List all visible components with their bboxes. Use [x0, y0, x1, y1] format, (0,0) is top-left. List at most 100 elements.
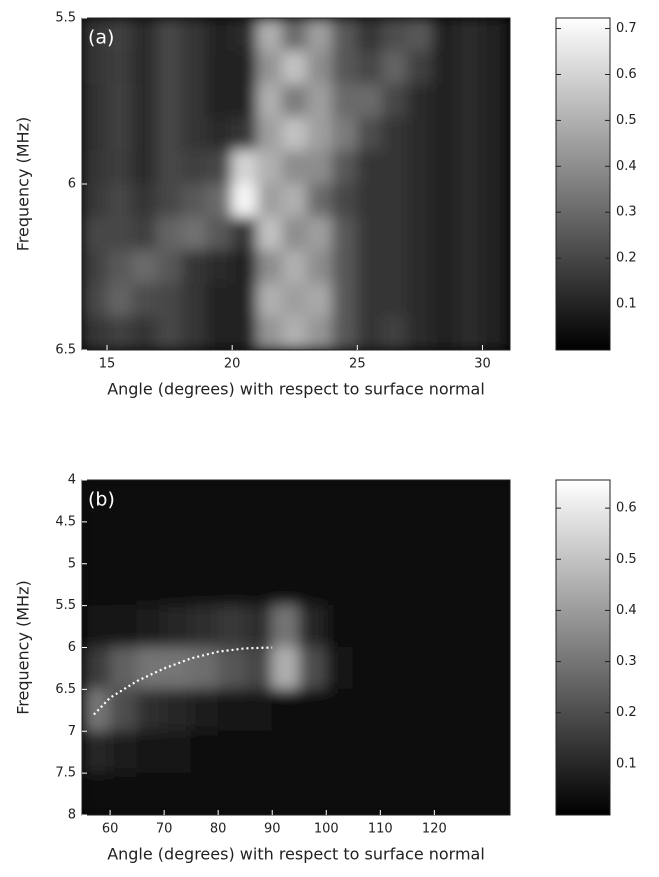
heatmap-cell [206, 50, 233, 85]
heatmap-cell [109, 605, 138, 648]
heatmap-cell [433, 605, 462, 648]
heatmap-cell [352, 772, 381, 815]
heatmap-cell [256, 117, 283, 152]
heatmap-cell [381, 50, 408, 85]
heatmap-cell [487, 480, 510, 523]
heatmap-cell [281, 83, 308, 119]
heatmap-cell [256, 216, 283, 251]
heatmap-cell [456, 316, 483, 350]
heatmap-cell [331, 216, 358, 251]
x-tick-label: 100 [314, 822, 339, 837]
heatmap-cell [217, 605, 246, 648]
heatmap-cell [231, 150, 258, 185]
heatmap-cell [481, 117, 508, 152]
heatmap-cell [431, 117, 458, 152]
y-tick-label: 6.5 [55, 682, 76, 697]
heatmap-cell [256, 249, 283, 285]
heatmap-cell [381, 216, 408, 251]
heatmap-cell [82, 772, 111, 815]
heatmap-cell [431, 18, 458, 52]
heatmap-cell [325, 772, 354, 815]
heatmap-cell [456, 150, 483, 185]
heatmap-cell [231, 283, 258, 318]
heatmap-cell [131, 183, 158, 218]
heatmap-cell [456, 183, 483, 218]
heatmap-cell [306, 183, 333, 218]
heatmap-cell [406, 605, 435, 648]
heatmap-cell [82, 183, 108, 218]
x-tick-label: 25 [349, 357, 366, 372]
heatmap-cell [379, 688, 408, 732]
heatmap-cell [281, 183, 308, 218]
panel-label: (b) [88, 489, 115, 511]
heatmap-cell [306, 18, 333, 52]
heatmap-cell [256, 18, 283, 52]
heatmap-cell [298, 521, 327, 565]
heatmap-cell [256, 316, 283, 350]
heatmap-cell [136, 521, 165, 565]
heatmap [82, 18, 508, 350]
heatmap-cell [231, 183, 258, 218]
heatmap-cell [82, 480, 111, 523]
heatmap-cell [487, 730, 510, 774]
heatmap-cell [256, 183, 283, 218]
y-tick-label: 5.5 [55, 598, 76, 613]
colorbar [555, 17, 611, 351]
heatmap-cell [325, 605, 354, 648]
heatmap-cell [325, 730, 354, 774]
heatmap-cell [281, 18, 308, 52]
heatmap-cell [206, 216, 233, 251]
heatmap-cell [381, 249, 408, 285]
heatmap-cell [217, 730, 246, 774]
y-tick-label: 7 [68, 724, 76, 739]
heatmap-cell [306, 216, 333, 251]
colorbar [555, 479, 611, 816]
colorbar-tick-label: 0.6 [616, 67, 637, 82]
heatmap-cell [106, 183, 133, 218]
heatmap-cell [181, 283, 208, 318]
heatmap-cell [379, 647, 408, 690]
heatmap-cell [406, 249, 433, 285]
heatmap-cell [181, 150, 208, 185]
heatmap-cell [481, 50, 508, 85]
colorbar-tick-label: 0.5 [616, 113, 637, 128]
heatmap-cell [379, 521, 408, 565]
heatmap-cell [190, 563, 219, 607]
heatmap-cell [325, 563, 354, 607]
heatmap-cell [356, 183, 383, 218]
heatmap-cell [306, 83, 333, 119]
heatmap-cell [181, 50, 208, 85]
heatmap-cell [163, 772, 192, 815]
heatmap-cell [271, 647, 300, 690]
heatmap-cell [325, 480, 354, 523]
heatmap-cell [431, 249, 458, 285]
heatmap-cell [356, 83, 383, 119]
y-axis-title: Frequency (MHz) [14, 580, 33, 714]
heatmap-cell [433, 480, 462, 523]
heatmap-cell [460, 563, 489, 607]
heatmap-cell [156, 50, 183, 85]
heatmap-cell [431, 316, 458, 350]
heatmap-cell [217, 772, 246, 815]
heatmap-cell [406, 480, 435, 523]
heatmap-cell [406, 688, 435, 732]
heatmap-cell [106, 150, 133, 185]
colorbar-tick-label: 0.2 [616, 705, 637, 720]
heatmap-cell [456, 216, 483, 251]
heatmap-cell [381, 316, 408, 350]
heatmap-cell [156, 150, 183, 185]
y-tick-label: 7.5 [55, 766, 76, 781]
heatmap-cell [231, 117, 258, 152]
heatmap-cell [379, 563, 408, 607]
heatmap-cell [460, 730, 489, 774]
heatmap-cell [109, 772, 138, 815]
heatmap-cell [217, 688, 246, 732]
heatmap-cell [82, 83, 108, 119]
heatmap-cell [163, 647, 192, 690]
x-tick-label: 110 [368, 822, 393, 837]
x-tick-label: 60 [102, 822, 119, 837]
y-axis-title: Frequency (MHz) [14, 117, 33, 251]
colorbar-tick-label: 0.7 [616, 21, 637, 36]
heatmap-cell [190, 521, 219, 565]
heatmap-cell [231, 83, 258, 119]
